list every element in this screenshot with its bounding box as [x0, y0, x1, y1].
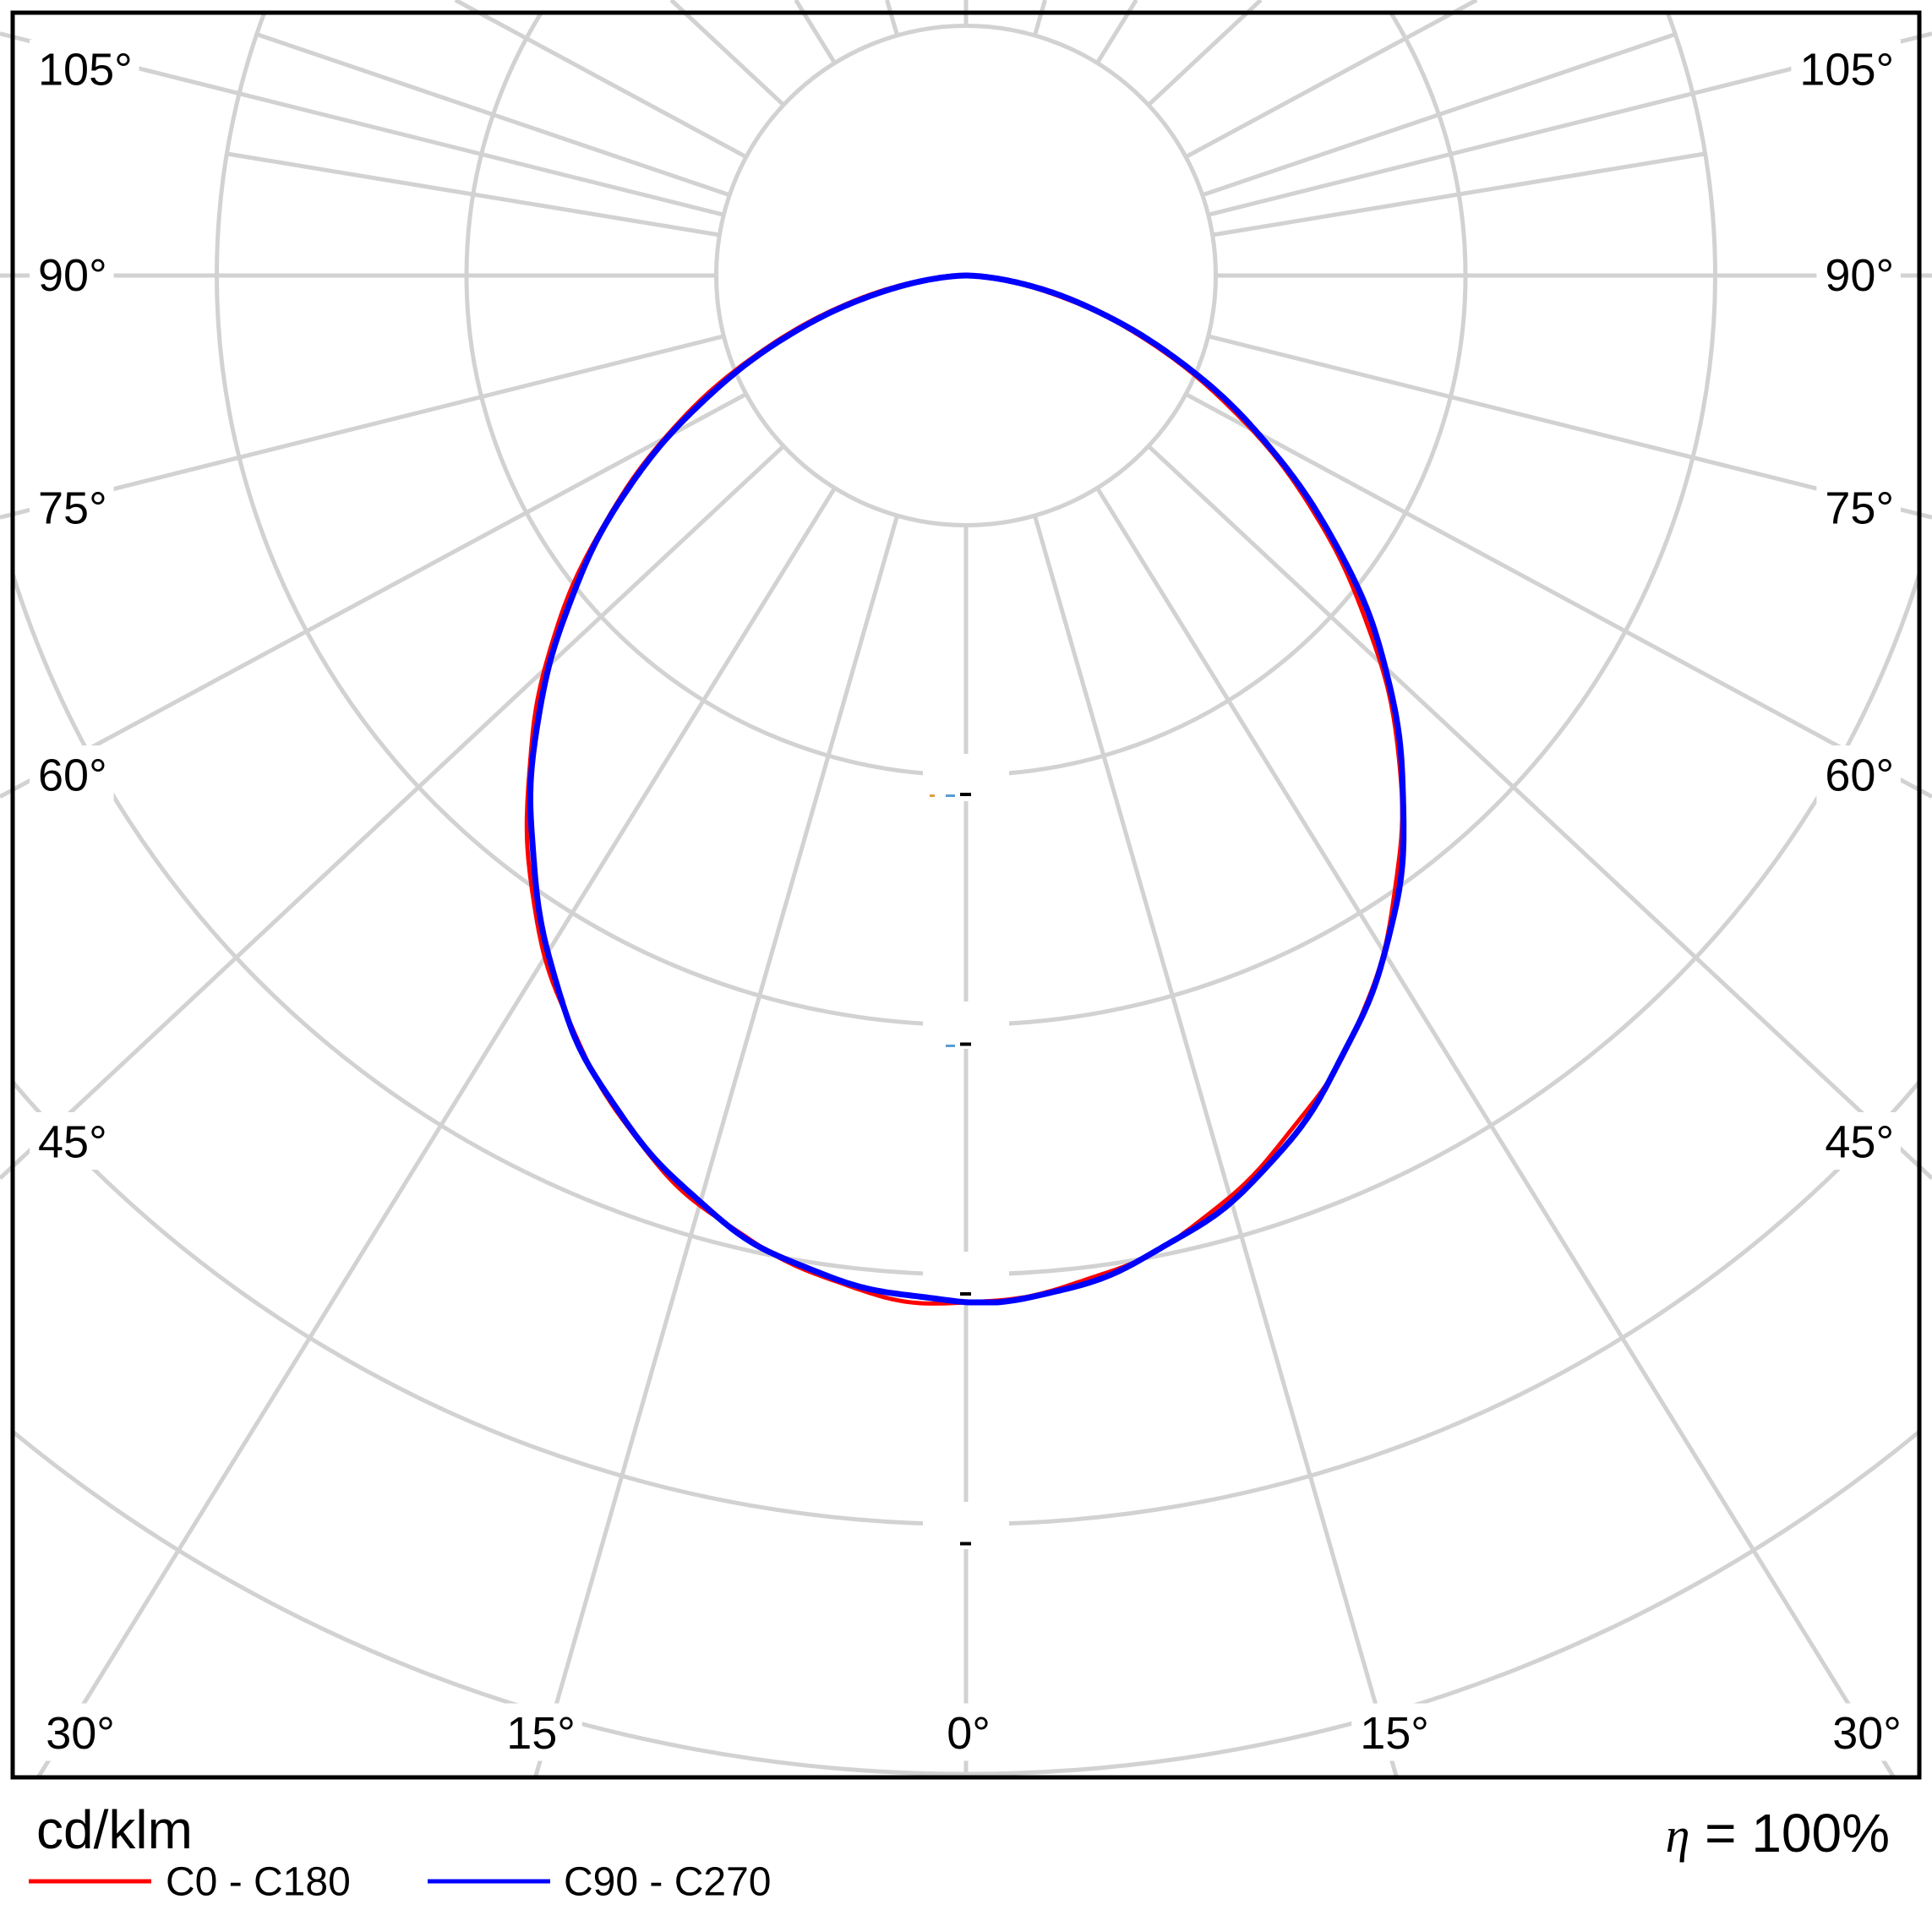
- svg-text:90°: 90°: [1825, 250, 1894, 301]
- svg-text:60°: 60°: [38, 750, 107, 801]
- svg-text:75°: 75°: [38, 483, 107, 534]
- svg-text:C90 - C270: C90 - C270: [564, 1860, 771, 1905]
- svg-text:15°: 15°: [506, 1708, 576, 1759]
- svg-text:30°: 30°: [46, 1708, 115, 1759]
- svg-text:30°: 30°: [1832, 1708, 1902, 1759]
- svg-text:75°: 75°: [1825, 483, 1894, 534]
- svg-text:0°: 0°: [947, 1708, 991, 1759]
- svg-text:60°: 60°: [1825, 750, 1894, 801]
- svg-text:45°: 45°: [1825, 1117, 1894, 1168]
- svg-text:η = 100%: η = 100%: [1666, 1803, 1890, 1864]
- svg-text:90°: 90°: [38, 250, 107, 301]
- svg-text:105°: 105°: [1799, 45, 1894, 96]
- svg-text:105°: 105°: [38, 45, 133, 96]
- svg-text:C0 - C180: C0 - C180: [166, 1860, 351, 1905]
- svg-text:15°: 15°: [1360, 1708, 1429, 1759]
- svg-text:cd/klm: cd/klm: [36, 1799, 193, 1860]
- svg-text:45°: 45°: [38, 1117, 107, 1168]
